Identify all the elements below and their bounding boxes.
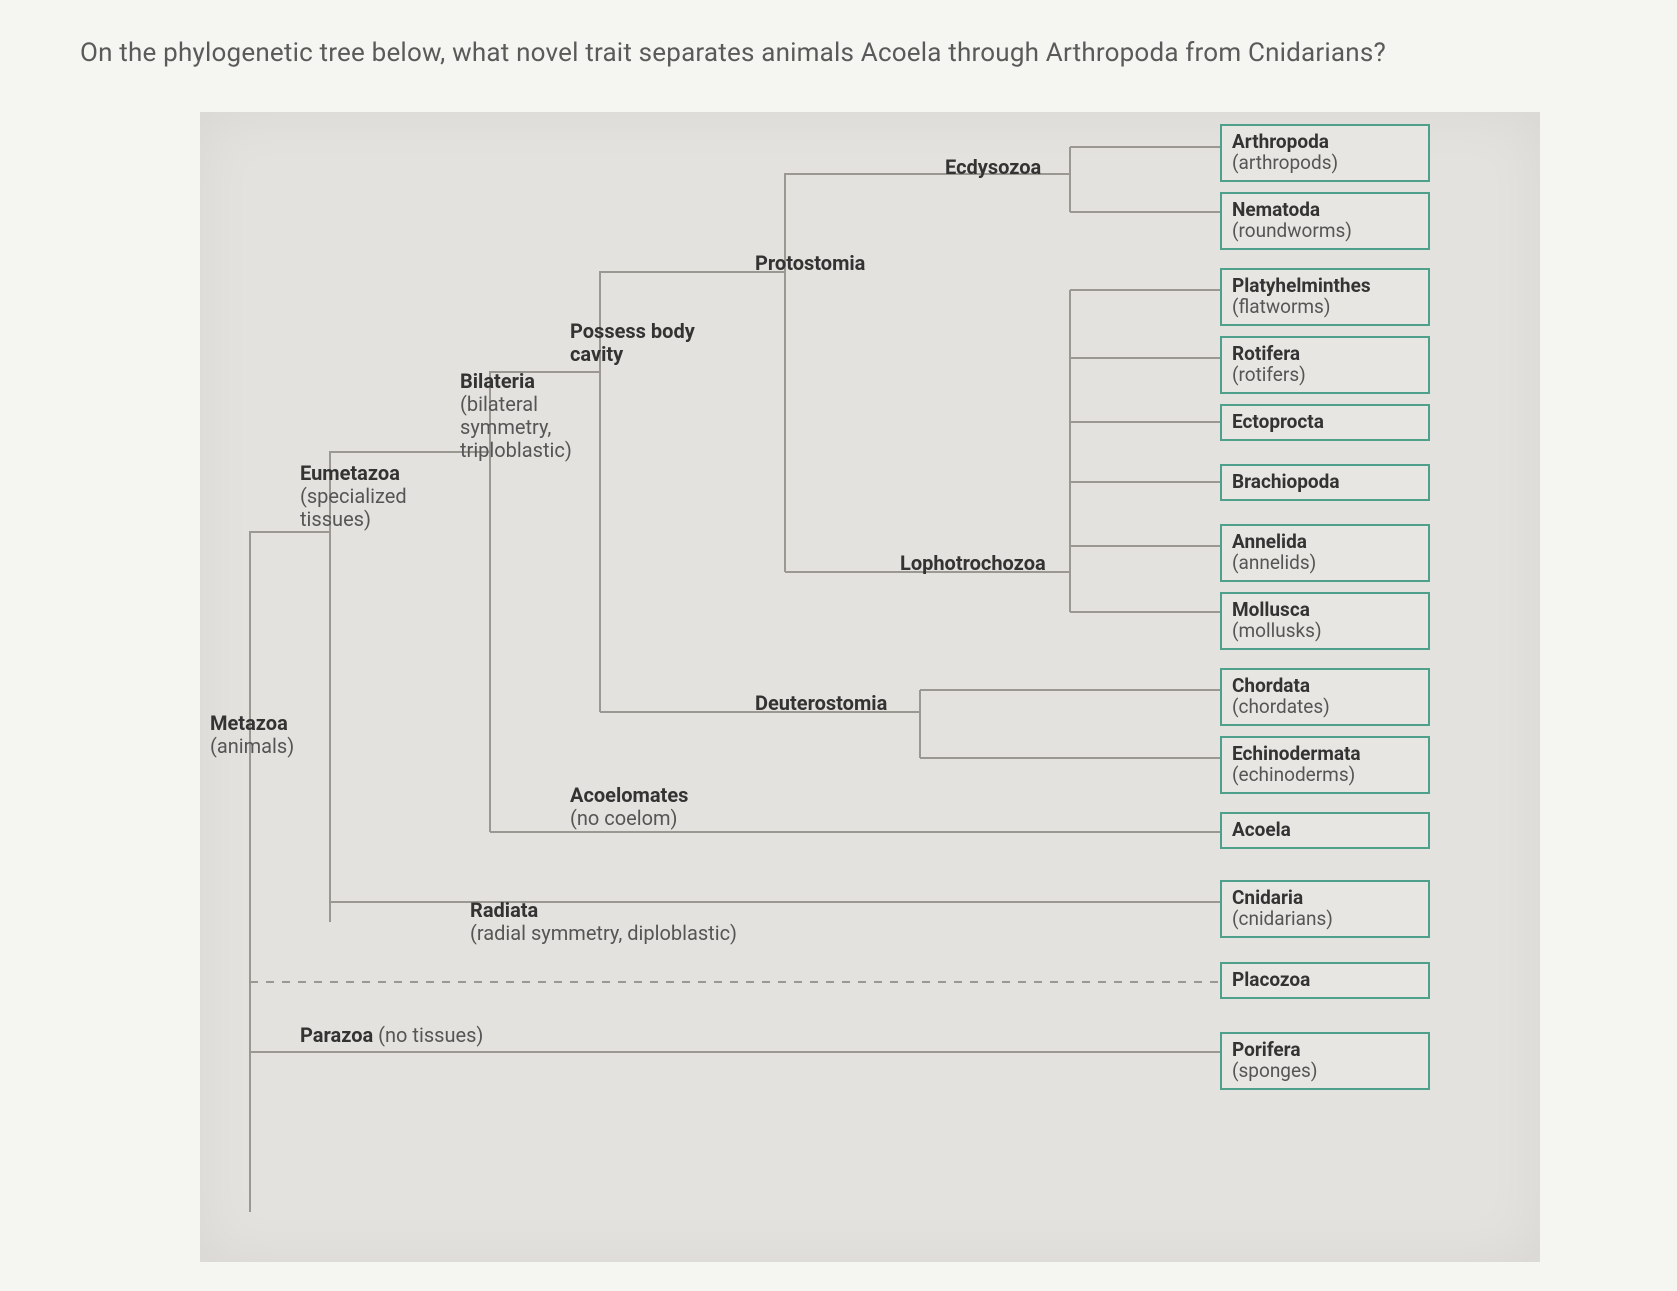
leaf-rotifera: Rotifera(rotifers) xyxy=(1220,336,1430,394)
leaf-common-name: (echinoderms) xyxy=(1232,763,1355,786)
leaf-name: Acoela xyxy=(1232,818,1291,841)
leaf-name: Cnidaria xyxy=(1232,886,1303,909)
page-root: On the phylogenetic tree below, what nov… xyxy=(0,0,1677,1291)
leaf-common-name: (flatworms) xyxy=(1232,295,1330,318)
leaf-common-name: (mollusks) xyxy=(1232,619,1322,642)
trait-possess_body_cavity: Possess body cavity xyxy=(570,320,695,366)
node-metazoa: Metazoa(animals) xyxy=(210,712,294,758)
trait-label-text: Radiata xyxy=(470,898,538,922)
node-deuterostomia: Deuterostomia xyxy=(755,692,887,715)
question-text: On the phylogenetic tree below, what nov… xyxy=(80,38,1600,68)
leaf-cnidaria: Cnidaria(cnidarians) xyxy=(1220,880,1430,938)
node-sublabel-text: (specialized tissues) xyxy=(300,484,407,531)
trait-label-text: Possess body cavity xyxy=(570,319,695,366)
leaf-acoela: Acoela xyxy=(1220,812,1430,849)
node-label-text: Lophotrochozoa xyxy=(900,551,1046,575)
trait-label-text: Acoelomates xyxy=(570,783,688,807)
node-protostomia: Protostomia xyxy=(755,252,865,275)
node-eumetazoa: Eumetazoa(specialized tissues) xyxy=(300,462,407,531)
leaf-placozoa: Placozoa xyxy=(1220,962,1430,999)
leaf-name: Placozoa xyxy=(1232,968,1310,991)
trait-parazoa: Parazoa (no tissues) xyxy=(300,1024,483,1047)
leaf-common-name: (sponges) xyxy=(1232,1059,1317,1082)
leaf-mollusca: Mollusca(mollusks) xyxy=(1220,592,1430,650)
leaf-annelida: Annelida(annelids) xyxy=(1220,524,1430,582)
node-label-text: Metazoa xyxy=(210,711,288,735)
leaf-name: Nematoda xyxy=(1232,198,1320,221)
leaf-name: Chordata xyxy=(1232,674,1310,697)
node-label-text: Ecdysozoa xyxy=(945,155,1041,179)
leaf-nematoda: Nematoda(roundworms) xyxy=(1220,192,1430,250)
tree-edge xyxy=(330,902,1220,922)
leaf-ectoprocta: Ectoprocta xyxy=(1220,404,1430,441)
trait-sublabel-text: (radial symmetry, diploblastic) xyxy=(470,921,737,945)
node-label-text: Protostomia xyxy=(755,251,865,275)
leaf-common-name: (rotifers) xyxy=(1232,363,1306,386)
node-lophotrochozoa: Lophotrochozoa xyxy=(900,552,1046,575)
node-ecdysozoa: Ecdysozoa xyxy=(945,156,1041,179)
trait-label-text: Parazoa xyxy=(300,1023,373,1047)
node-label-text: Eumetazoa xyxy=(300,461,400,485)
leaf-chordata: Chordata(chordates) xyxy=(1220,668,1430,726)
leaf-name: Rotifera xyxy=(1232,342,1300,365)
leaf-name: Ectoprocta xyxy=(1232,410,1324,433)
leaf-brachiopoda: Brachiopoda xyxy=(1220,464,1430,501)
leaf-echinodermata: Echinodermata(echinoderms) xyxy=(1220,736,1430,794)
tree-edge xyxy=(250,1052,1220,1212)
leaf-name: Echinodermata xyxy=(1232,742,1361,765)
node-sublabel-text: (animals) xyxy=(210,734,294,758)
trait-sublabel-text: (no tissues) xyxy=(373,1023,483,1047)
leaf-name: Platyhelminthes xyxy=(1232,274,1371,297)
leaf-common-name: (cnidarians) xyxy=(1232,907,1333,930)
trait-acoelomates: Acoelomates(no coelom) xyxy=(570,784,688,830)
leaf-common-name: (annelids) xyxy=(1232,551,1316,574)
leaf-name: Brachiopoda xyxy=(1232,470,1340,493)
leaf-name: Arthropoda xyxy=(1232,130,1329,153)
node-label-text: Bilateria xyxy=(460,369,535,393)
leaf-name: Mollusca xyxy=(1232,598,1310,621)
node-bilateria: Bilateria(bilateral symmetry, triploblas… xyxy=(460,370,572,462)
leaf-arthropoda: Arthropoda(arthropods) xyxy=(1220,124,1430,182)
leaf-platyhelminthes: Platyhelminthes(flatworms) xyxy=(1220,268,1430,326)
phylogenetic-tree-diagram: Metazoa(animals) Eumetazoa(specialized ti… xyxy=(200,112,1540,1262)
leaf-common-name: (chordates) xyxy=(1232,695,1330,718)
node-sublabel-text: (bilateral symmetry, triploblastic) xyxy=(460,392,572,462)
leaf-common-name: (roundworms) xyxy=(1232,219,1352,242)
leaf-common-name: (arthropods) xyxy=(1232,151,1338,174)
trait-sublabel-text: (no coelom) xyxy=(570,806,678,830)
leaf-name: Annelida xyxy=(1232,530,1307,553)
trait-radiata: Radiata(radial symmetry, diploblastic) xyxy=(470,899,737,945)
node-label-text: Deuterostomia xyxy=(755,691,887,715)
leaf-porifera: Porifera(sponges) xyxy=(1220,1032,1430,1090)
leaf-name: Porifera xyxy=(1232,1038,1301,1061)
